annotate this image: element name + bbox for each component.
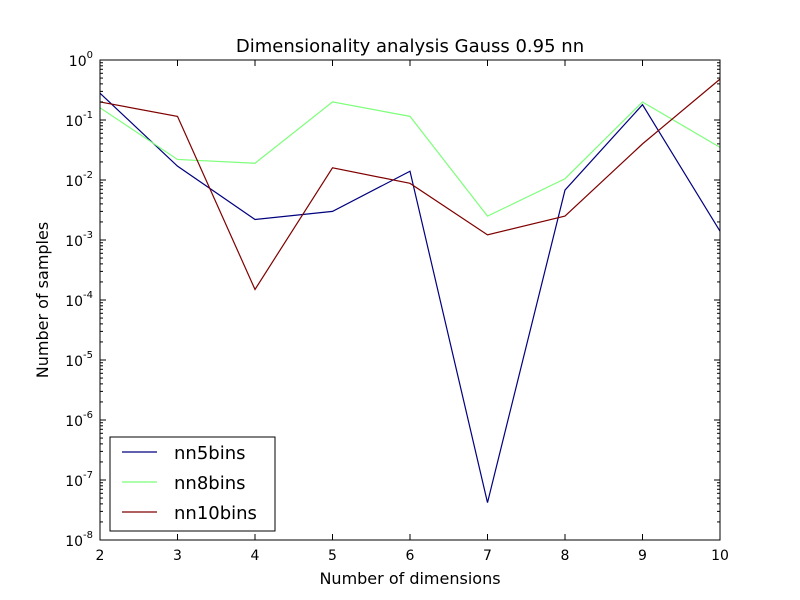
x-tick-label: 2 — [96, 548, 105, 564]
x-tick-labels: 2 3 4 5 6 7 8 9 10 — [96, 548, 729, 564]
x-tick-label: 3 — [173, 548, 182, 564]
x-tick-label: 10 — [711, 548, 729, 564]
y-tick-label: 10-1 — [65, 110, 93, 130]
x-axis-label: Number of dimensions — [319, 569, 500, 588]
y-tick-label: 10-2 — [65, 170, 93, 190]
y-tick-label: 10-4 — [65, 290, 93, 310]
y-tick-label: 10-8 — [65, 530, 93, 550]
legend-label: nn10bins — [174, 503, 257, 524]
x-tick-label: 7 — [483, 548, 492, 564]
x-tick-label: 8 — [561, 548, 570, 564]
legend-label: nn5bins — [174, 443, 245, 464]
legend: nn5bins nn8bins nn10bins — [109, 436, 276, 532]
y-tick-label: 100 — [69, 50, 93, 70]
x-tick-label: 6 — [406, 548, 415, 564]
x-tick-label: 5 — [328, 548, 337, 564]
y-tick-label: 10-5 — [65, 350, 93, 370]
series-line-nn10bins — [99, 78, 721, 291]
plot-frame — [99, 59, 721, 541]
series-line-nn5bins — [99, 92, 721, 503]
series-line-nn8bins — [99, 101, 721, 217]
y-tick-labels: 10-8 10-7 10-6 10-5 10-4 10-3 10-2 10-1 100 — [65, 50, 93, 550]
legend-label: nn8bins — [174, 473, 245, 494]
series-lines — [99, 78, 721, 503]
x-tick-label: 9 — [638, 548, 647, 564]
y-tick-label: 10-3 — [65, 230, 93, 250]
chart-title: Dimensionality analysis Gauss 0.95 nn — [236, 36, 584, 57]
y-tick-label: 10-6 — [65, 410, 93, 430]
x-tick-label: 4 — [251, 548, 260, 564]
y-axis-label: Number of samples — [33, 222, 52, 378]
y-tick-label: 10-7 — [65, 470, 93, 490]
legend-box — [109, 436, 276, 532]
